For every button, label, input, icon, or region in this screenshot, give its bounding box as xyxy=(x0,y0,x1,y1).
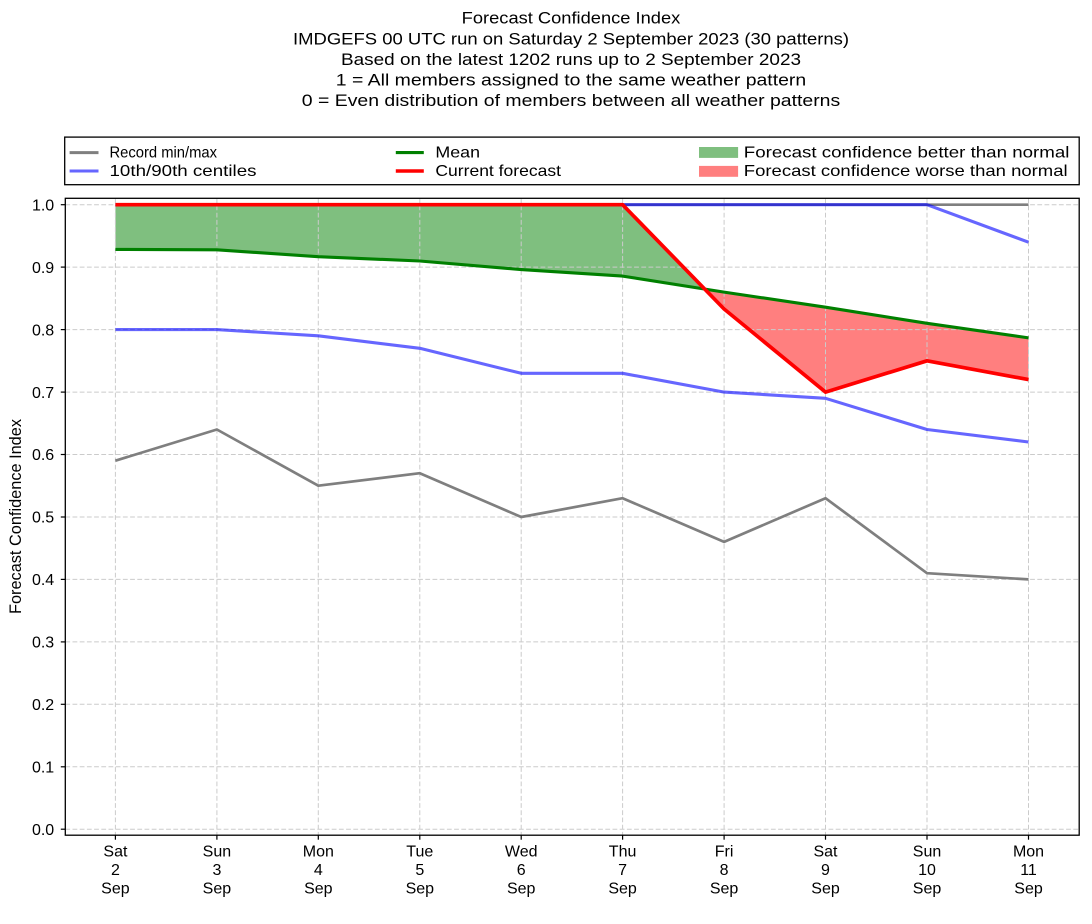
svg-text:IMDGEFS 00 UTC run on Saturday: IMDGEFS 00 UTC run on Saturday 2 Septemb… xyxy=(293,30,849,49)
svg-text:Sep: Sep xyxy=(203,880,232,897)
svg-text:0.8: 0.8 xyxy=(32,322,54,339)
svg-text:Forecast confidence better tha: Forecast confidence better than normal xyxy=(744,145,1070,162)
svg-text:Record min/max: Record min/max xyxy=(110,145,218,162)
svg-text:0.6: 0.6 xyxy=(32,447,54,464)
svg-text:Sep: Sep xyxy=(710,880,739,897)
svg-text:Forecast confidence worse than: Forecast confidence worse than normal xyxy=(744,163,1068,180)
svg-text:Current forecast: Current forecast xyxy=(435,163,561,180)
svg-text:8: 8 xyxy=(720,862,729,879)
svg-text:Thu: Thu xyxy=(609,844,637,861)
svg-text:Sep: Sep xyxy=(304,880,333,897)
svg-text:Based on the latest 1202 runs: Based on the latest 1202 runs up to 2 Se… xyxy=(341,50,801,69)
svg-text:Mon: Mon xyxy=(1013,844,1044,861)
svg-text:0.3: 0.3 xyxy=(32,635,54,652)
svg-text:Mon: Mon xyxy=(303,844,334,861)
svg-text:0.7: 0.7 xyxy=(32,385,54,402)
svg-text:9: 9 xyxy=(821,862,830,879)
svg-text:10: 10 xyxy=(918,862,936,879)
svg-text:Wed: Wed xyxy=(505,844,538,861)
svg-text:1.0: 1.0 xyxy=(32,197,54,214)
svg-text:Sep: Sep xyxy=(1014,880,1043,897)
svg-text:10th/90th centiles: 10th/90th centiles xyxy=(110,163,257,180)
svg-text:Sep: Sep xyxy=(406,880,435,897)
svg-text:1 = All members assigned to th: 1 = All members assigned to the same wea… xyxy=(336,71,806,90)
svg-text:Sun: Sun xyxy=(203,844,231,861)
svg-text:Fri: Fri xyxy=(715,844,734,861)
svg-text:Tue: Tue xyxy=(406,844,433,861)
svg-text:7: 7 xyxy=(618,862,627,879)
svg-text:6: 6 xyxy=(517,862,526,879)
svg-text:Sat: Sat xyxy=(103,844,128,861)
svg-text:5: 5 xyxy=(415,862,424,879)
svg-text:0.2: 0.2 xyxy=(32,697,54,714)
svg-text:Sep: Sep xyxy=(913,880,942,897)
svg-text:0 = Even distribution of membe: 0 = Even distribution of members between… xyxy=(302,91,840,110)
svg-text:Sun: Sun xyxy=(913,844,941,861)
svg-text:Sep: Sep xyxy=(811,880,840,897)
svg-text:0.4: 0.4 xyxy=(32,572,54,589)
svg-text:0.0: 0.0 xyxy=(32,822,54,839)
svg-text:0.9: 0.9 xyxy=(32,260,54,277)
svg-text:4: 4 xyxy=(314,862,323,879)
svg-text:3: 3 xyxy=(212,862,221,879)
svg-text:0.5: 0.5 xyxy=(32,510,54,527)
svg-text:Mean: Mean xyxy=(435,145,480,162)
svg-text:11: 11 xyxy=(1020,862,1037,879)
svg-text:0.1: 0.1 xyxy=(32,760,54,777)
svg-text:Sep: Sep xyxy=(608,880,637,897)
svg-text:2: 2 xyxy=(111,862,120,879)
svg-text:Forecast Confidence Index: Forecast Confidence Index xyxy=(462,8,681,27)
svg-text:Forecast Confidence Index: Forecast Confidence Index xyxy=(7,418,25,614)
svg-text:Sep: Sep xyxy=(101,880,130,897)
svg-text:Sep: Sep xyxy=(507,880,536,897)
svg-text:Sat: Sat xyxy=(813,844,838,861)
